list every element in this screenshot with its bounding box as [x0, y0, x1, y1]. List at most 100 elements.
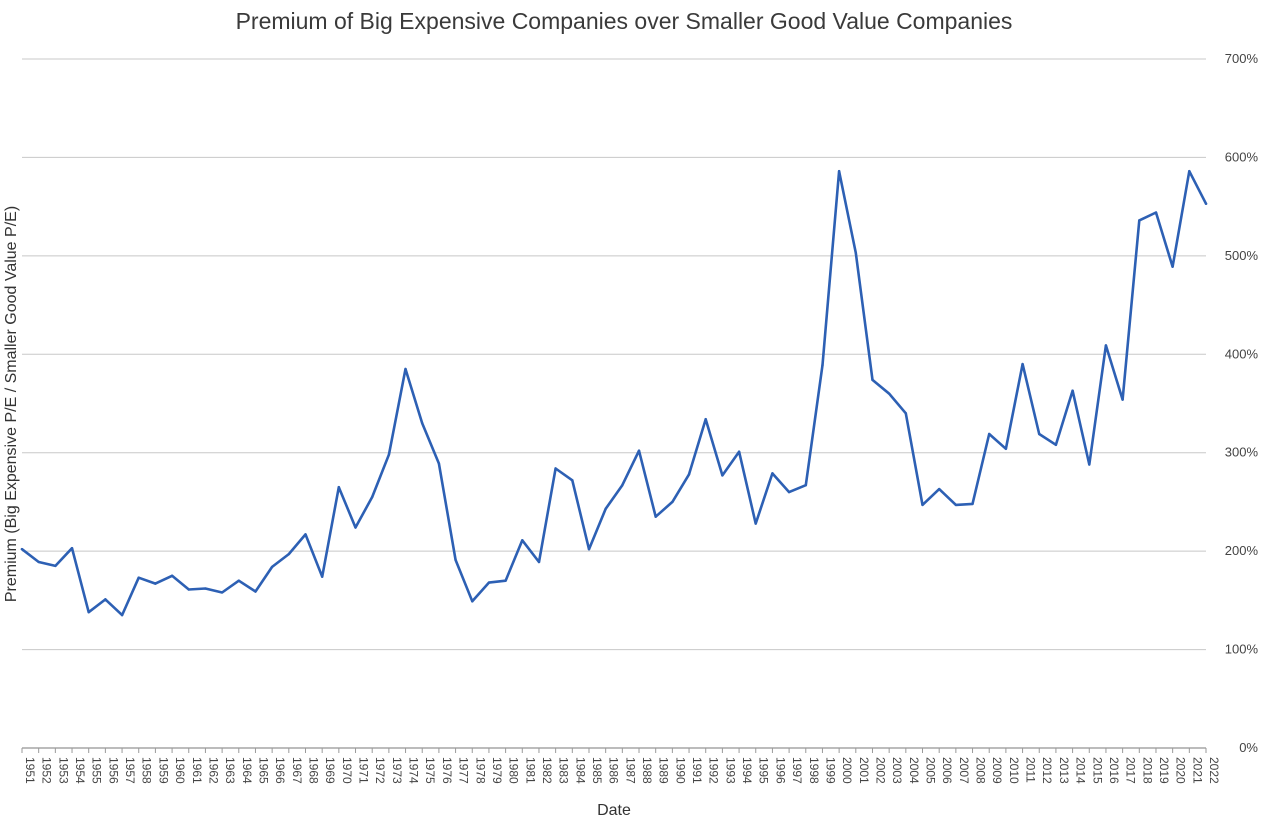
- data-point: [971, 502, 974, 506]
- x-tick-label: 2020: [1174, 757, 1188, 784]
- data-point: [721, 474, 724, 477]
- data-point: [70, 546, 74, 550]
- x-tick-label: 1971: [357, 757, 371, 784]
- y-tick-label: 500%: [1225, 248, 1259, 263]
- x-tick-label: 1953: [56, 757, 70, 784]
- data-point: [921, 503, 924, 507]
- x-tick-label: 1976: [440, 757, 454, 784]
- data-point: [237, 579, 240, 582]
- x-tick-label: 2001: [857, 757, 871, 784]
- x-tick-label: 2015: [1090, 757, 1104, 784]
- data-point: [604, 507, 607, 511]
- data-point: [821, 363, 824, 367]
- chart-title: Premium of Big Expensive Companies over …: [235, 8, 1013, 34]
- x-tick-label: 1973: [390, 757, 404, 784]
- data-point: [204, 587, 207, 590]
- data-point: [854, 251, 858, 255]
- x-tick-label: 2018: [1140, 757, 1154, 784]
- x-tick-label: 1962: [206, 757, 220, 784]
- data-point: [287, 552, 291, 556]
- data-point: [1188, 170, 1191, 173]
- data-point: [587, 547, 591, 551]
- data-point: [754, 522, 757, 525]
- x-tick-label: 1979: [490, 757, 504, 784]
- data-point: [937, 487, 941, 491]
- x-tick-label: 2013: [1057, 757, 1071, 784]
- data-point: [871, 378, 874, 382]
- gridlines: [22, 58, 1206, 749]
- data-point: [787, 490, 791, 494]
- data-point: [504, 579, 507, 582]
- data-point: [1038, 432, 1041, 436]
- y-tick-label: 100%: [1225, 642, 1259, 657]
- data-point: [487, 581, 491, 584]
- x-tick-label: 1978: [473, 757, 487, 784]
- y-tick-label: 700%: [1225, 51, 1259, 66]
- y-axis-label: Premium (Big Expensive P/E / Smaller Goo…: [3, 206, 20, 602]
- data-point: [104, 598, 107, 601]
- data-point: [521, 539, 524, 542]
- x-tick-label: 1998: [807, 757, 821, 784]
- x-tick-label: 1996: [773, 757, 787, 784]
- x-tick-label: 1958: [140, 757, 154, 784]
- x-tick-label: 1987: [623, 757, 637, 784]
- data-point: [1171, 265, 1174, 268]
- data-point: [137, 576, 140, 579]
- data-point: [804, 483, 807, 487]
- x-tick-label: 1970: [340, 757, 354, 784]
- data-point: [837, 170, 841, 173]
- series-line: [20, 169, 1208, 617]
- x-tick-label: 2011: [1024, 757, 1038, 783]
- data-point: [354, 526, 357, 529]
- x-tick-label: 2022: [1207, 757, 1221, 784]
- y-axis-ticks: 0% 100% 200% 300% 400% 500% 600% 700%: [1225, 51, 1259, 755]
- x-tick-label: 1985: [590, 757, 604, 784]
- y-tick-label: 0%: [1239, 740, 1258, 755]
- x-tick-label: 2021: [1190, 757, 1204, 784]
- data-point: [904, 412, 908, 415]
- data-point: [437, 462, 441, 465]
- x-tick-label: 1990: [673, 757, 687, 784]
- data-point: [954, 503, 958, 507]
- x-tick-label: 1982: [540, 757, 554, 784]
- data-point: [1004, 447, 1008, 450]
- x-tick-label: 1963: [223, 757, 237, 784]
- data-point: [1071, 389, 1074, 392]
- x-tick-label: 2017: [1124, 757, 1138, 784]
- x-tick-label: 1989: [657, 757, 671, 784]
- x-tick-label: 1999: [823, 757, 837, 784]
- x-tick-label: 1968: [306, 757, 320, 784]
- data-point: [87, 610, 90, 614]
- x-tick-label: 2016: [1107, 757, 1121, 784]
- x-tick-label: 2006: [940, 757, 954, 784]
- x-tick-label: 2005: [924, 757, 938, 784]
- x-tick-label: 2003: [890, 757, 904, 784]
- x-tick-label: 1994: [740, 757, 754, 784]
- data-point: [270, 565, 274, 569]
- x-tick-label: 1951: [23, 757, 37, 784]
- data-point: [187, 588, 190, 591]
- x-tick-label: 2019: [1157, 757, 1171, 784]
- x-tick-label: 1983: [557, 757, 571, 784]
- x-tick-label: 1964: [240, 757, 254, 784]
- data-point: [1088, 463, 1091, 466]
- x-tick-label: 1993: [723, 757, 737, 784]
- x-tick-label: 1991: [690, 757, 704, 784]
- data-point: [771, 472, 774, 475]
- data-point: [254, 590, 257, 593]
- data-point: [154, 582, 157, 585]
- x-tick-label: 1997: [790, 757, 804, 784]
- x-tick-label: 1972: [373, 757, 387, 784]
- x-tick-label: 2008: [974, 757, 988, 784]
- data-point: [887, 392, 891, 395]
- data-point: [304, 533, 307, 536]
- data-point: [471, 600, 474, 603]
- x-tick-label: 2012: [1040, 757, 1054, 784]
- x-tick-label: 1966: [273, 757, 287, 784]
- x-tick-label: 1961: [190, 757, 204, 784]
- data-point: [737, 450, 741, 453]
- x-tick-label: 2004: [907, 757, 921, 784]
- data-point: [170, 574, 174, 577]
- data-point: [454, 558, 457, 562]
